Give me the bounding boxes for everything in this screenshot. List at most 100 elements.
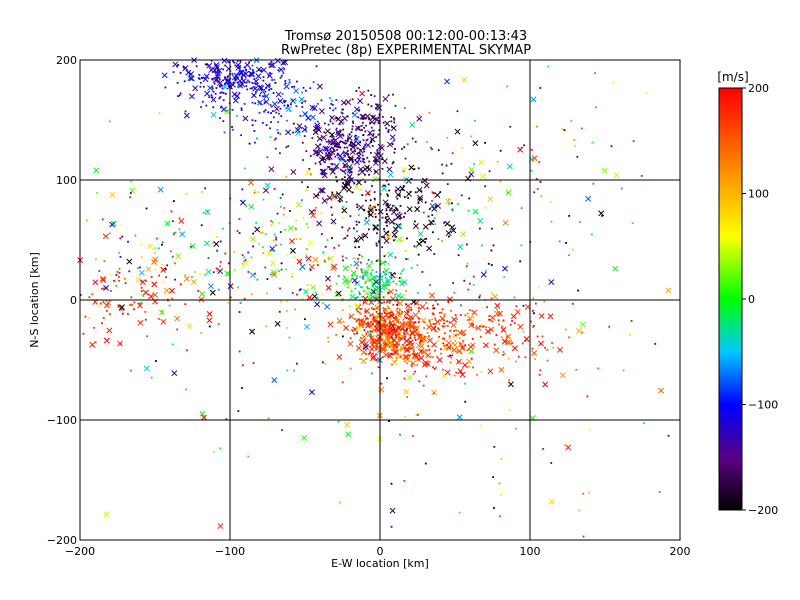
point-cross [373, 224, 380, 231]
point-dot [290, 103, 292, 106]
point-cross [249, 71, 256, 78]
point-dot [404, 212, 407, 215]
point-dot [434, 323, 437, 325]
point-dot [391, 311, 394, 314]
point-dot [276, 128, 279, 131]
point-dot [363, 148, 366, 150]
point-dot [219, 117, 221, 120]
point-cross [444, 220, 451, 227]
point-dot [384, 276, 387, 279]
point-dot [531, 347, 534, 350]
point-dot [235, 76, 237, 79]
point-dot [480, 324, 483, 327]
point-dot [283, 104, 286, 107]
point-dot [451, 354, 454, 357]
point-dot [404, 157, 407, 160]
point-dot [253, 130, 256, 132]
point-dot [353, 227, 355, 230]
point-dot [216, 69, 219, 72]
point-dot [162, 280, 165, 283]
point-dot [446, 136, 449, 139]
point-dot [365, 317, 368, 320]
point-dot [264, 266, 267, 269]
point-dot [238, 350, 241, 353]
point-dot [460, 314, 462, 316]
point-dot [353, 332, 356, 335]
point-cross [384, 315, 391, 322]
point-dot [437, 149, 440, 151]
point-cross [370, 280, 377, 287]
point-cross [232, 97, 239, 104]
point-dot [588, 491, 590, 494]
point-dot [473, 163, 476, 165]
point-cross [271, 101, 278, 107]
point-cross [160, 266, 167, 273]
point-dot [432, 304, 434, 307]
point-cross [488, 326, 495, 333]
point-dot [358, 292, 361, 295]
point-dot [383, 343, 386, 345]
point-dot [443, 344, 446, 347]
point-dot [326, 239, 329, 241]
point-dot [169, 250, 172, 253]
point-dot [432, 220, 435, 223]
point-cross [296, 123, 303, 130]
point-dot [322, 158, 325, 161]
point-cross [461, 76, 468, 83]
point-dot [441, 308, 444, 311]
point-dot [344, 142, 347, 145]
point-cross [307, 240, 314, 246]
point-dot [240, 109, 243, 111]
point-dot [389, 313, 392, 316]
point-cross [290, 169, 297, 175]
point-cross [345, 431, 352, 438]
point-dot [130, 180, 133, 183]
point-dot [219, 265, 221, 268]
point-dot [515, 305, 518, 308]
point-dot [265, 124, 268, 127]
point-dot [368, 160, 371, 163]
point-dot [346, 146, 349, 149]
point-dot [88, 296, 91, 299]
point-dot [357, 319, 360, 321]
point-cross [426, 324, 433, 330]
point-cross [359, 90, 366, 97]
point-dot [550, 220, 553, 223]
point-dot [472, 316, 475, 319]
point-dot [441, 172, 444, 175]
point-dot [330, 146, 333, 149]
point-dot [354, 246, 357, 249]
point-dot [117, 306, 120, 308]
point-dot [321, 173, 324, 176]
point-dot [385, 209, 388, 212]
point-cross [390, 125, 397, 132]
point-dot [237, 72, 240, 74]
point-dot [386, 305, 389, 308]
point-dot [302, 216, 305, 219]
point-dot [372, 292, 375, 294]
point-dot [394, 360, 396, 363]
point-dot [334, 117, 337, 120]
point-dot [374, 213, 377, 216]
point-dot [386, 202, 389, 205]
point-cross [295, 201, 302, 208]
point-dot [391, 343, 394, 346]
point-dot [481, 325, 484, 328]
point-dot [427, 345, 430, 347]
point-dot [392, 323, 395, 325]
point-dot [224, 92, 227, 95]
point-dot [632, 140, 635, 143]
point-cross [365, 142, 371, 149]
point-dot [414, 339, 417, 341]
point-dot [628, 333, 631, 336]
point-dot [472, 323, 475, 326]
point-dot [98, 270, 101, 272]
point-dot [413, 326, 416, 329]
point-dot [363, 338, 366, 341]
point-dot [367, 210, 370, 213]
point-dot [330, 102, 333, 105]
point-dot [238, 218, 241, 220]
point-cross [372, 160, 379, 166]
point-dot [437, 321, 440, 324]
point-dot [174, 231, 177, 234]
